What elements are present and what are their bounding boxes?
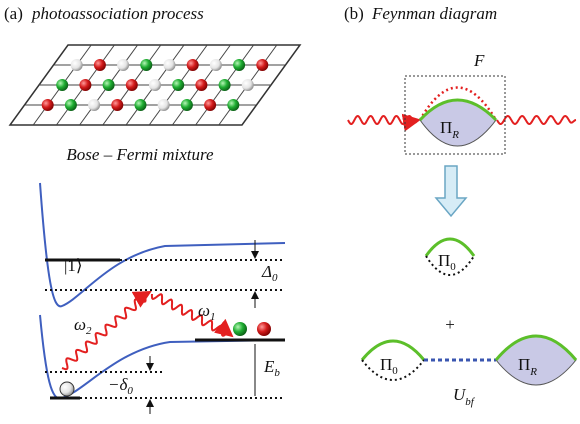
lattice bbox=[10, 45, 300, 125]
atom bbox=[181, 99, 193, 111]
atom bbox=[219, 79, 231, 91]
symbol-label: −δ0 bbox=[108, 375, 133, 397]
atom bbox=[227, 99, 239, 111]
atom bbox=[135, 99, 147, 111]
atom bbox=[94, 59, 106, 71]
atom bbox=[126, 79, 138, 91]
mixture-label: Bose – Fermi mixture bbox=[66, 145, 214, 164]
panel-label: (a) bbox=[4, 4, 23, 23]
atom bbox=[187, 59, 199, 71]
symbol-label: Π0 bbox=[380, 355, 398, 377]
atom bbox=[233, 59, 245, 71]
photon bbox=[152, 294, 232, 336]
atom bbox=[65, 99, 77, 111]
atom bbox=[256, 59, 268, 71]
atom bbox=[117, 59, 129, 71]
photon bbox=[348, 116, 419, 124]
atom bbox=[111, 99, 123, 111]
vertex-label: F bbox=[473, 51, 485, 70]
atom bbox=[164, 59, 176, 71]
atom bbox=[103, 79, 115, 91]
propagator bbox=[362, 341, 424, 360]
atom bbox=[79, 79, 91, 91]
molecule bbox=[60, 382, 74, 396]
atom bbox=[204, 99, 216, 111]
fermion bbox=[257, 322, 271, 336]
photon bbox=[497, 116, 576, 124]
symbol-label: ω1 bbox=[198, 301, 216, 323]
symbol-label: ω2 bbox=[74, 315, 92, 337]
state-label: |1⟩ bbox=[64, 256, 83, 275]
atom bbox=[140, 59, 152, 71]
atom bbox=[71, 59, 83, 71]
atom bbox=[242, 79, 254, 91]
panel-title: photoassociation process bbox=[31, 4, 204, 23]
figure: (a) photoassociation process (b) Feynman… bbox=[0, 0, 580, 424]
symbol-label: Π0 bbox=[438, 251, 456, 273]
potential-curve bbox=[40, 183, 285, 306]
panel-label: (b) bbox=[344, 4, 364, 23]
atom bbox=[172, 79, 184, 91]
atom bbox=[42, 99, 54, 111]
atom bbox=[195, 79, 207, 91]
down-arrow bbox=[436, 166, 466, 216]
plus: + bbox=[445, 315, 455, 334]
atom bbox=[149, 79, 161, 91]
symbol-label: Δ0 bbox=[261, 262, 278, 284]
atom bbox=[88, 99, 100, 111]
atom bbox=[56, 79, 68, 91]
symbol-label: Ubf bbox=[453, 385, 476, 408]
panel-title: Feynman diagram bbox=[371, 4, 497, 23]
symbol-label: Eb bbox=[263, 357, 280, 379]
boson bbox=[233, 322, 247, 336]
atom bbox=[158, 99, 170, 111]
atom bbox=[210, 59, 222, 71]
